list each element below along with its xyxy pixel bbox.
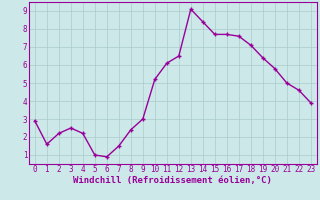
- X-axis label: Windchill (Refroidissement éolien,°C): Windchill (Refroidissement éolien,°C): [73, 176, 272, 185]
